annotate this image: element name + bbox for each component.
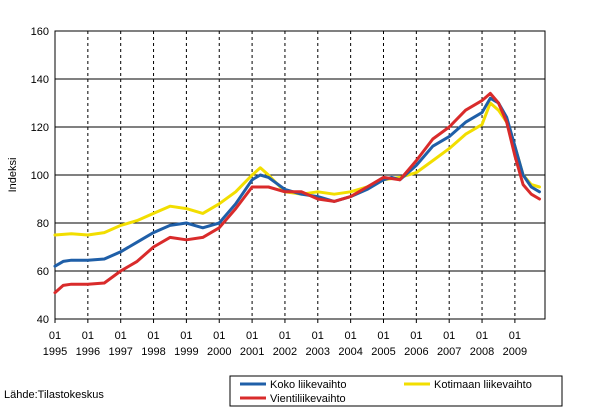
x-tick-year: 2004 [338,346,362,358]
y-tick-label: 80 [37,218,49,230]
source-note: Lähde:Tilastokeskus [4,389,104,401]
x-tick-month: 01 [82,330,94,342]
series-line-vientiliikevaihto [53,91,541,295]
x-tick-month: 01 [476,330,488,342]
x-tick-year: 2002 [273,346,297,358]
y-tick-label: 100 [31,170,49,182]
x-tick-year: 2001 [240,346,264,358]
x-tick-year: 2000 [207,346,231,358]
legend: Koko liikevaihto Kotimaan liikevaihto Vien… [229,375,563,407]
x-tick-month: 01 [312,330,324,342]
y-tick-label: 120 [31,122,49,134]
series-line-kotimaan-liikevaihto [53,101,541,237]
x-tick-month: 01 [115,330,127,342]
series-line-koko-liikevaihto [53,96,541,268]
x-tick-year: 1996 [76,346,100,358]
x-tick-year: 2003 [306,346,330,358]
x-tick-year: 1997 [108,346,132,358]
plot-area-frame [54,30,546,320]
x-tick-year: 2009 [503,346,527,358]
x-tick-year: 2008 [470,346,494,358]
y-axis-label: Indeksi [7,158,19,193]
x-tick-year: 2005 [371,346,395,358]
x-tick-year: 1999 [174,346,198,358]
legend-box [229,375,563,407]
x-axis-ticks: 01 1995 01 1996 01 1997 01 1998 01 1999 01 2000 01 20… [43,319,527,358]
legend-label: Koko liikevaihto [270,379,346,391]
y-tick-label: 60 [37,266,49,278]
grid [55,31,545,319]
y-tick-label: 160 [31,26,49,38]
y-tick-label: 40 [37,314,49,326]
x-tick-month: 01 [180,330,192,342]
series-lines [53,91,541,295]
y-tick-label: 140 [31,74,49,86]
x-tick-month: 01 [246,330,258,342]
x-tick-month: 01 [213,330,225,342]
x-tick-month: 01 [410,330,422,342]
y-axis-ticks: 40 60 80 100 120 140 160 [31,26,49,326]
legend-label: Vientiliikevaihto [270,393,346,405]
x-tick-year: 1998 [141,346,165,358]
x-tick-year: 2007 [437,346,461,358]
x-tick-month: 01 [377,330,389,342]
x-tick-month: 01 [279,330,291,342]
x-tick-year: 2006 [404,346,428,358]
x-tick-month: 01 [509,330,521,342]
x-tick-year: 1995 [43,346,67,358]
legend-label: Kotimaan liikevaihto [434,379,532,391]
x-tick-month: 01 [345,330,357,342]
x-tick-month: 01 [49,330,61,342]
x-tick-month: 01 [443,330,455,342]
x-tick-month: 01 [147,330,159,342]
